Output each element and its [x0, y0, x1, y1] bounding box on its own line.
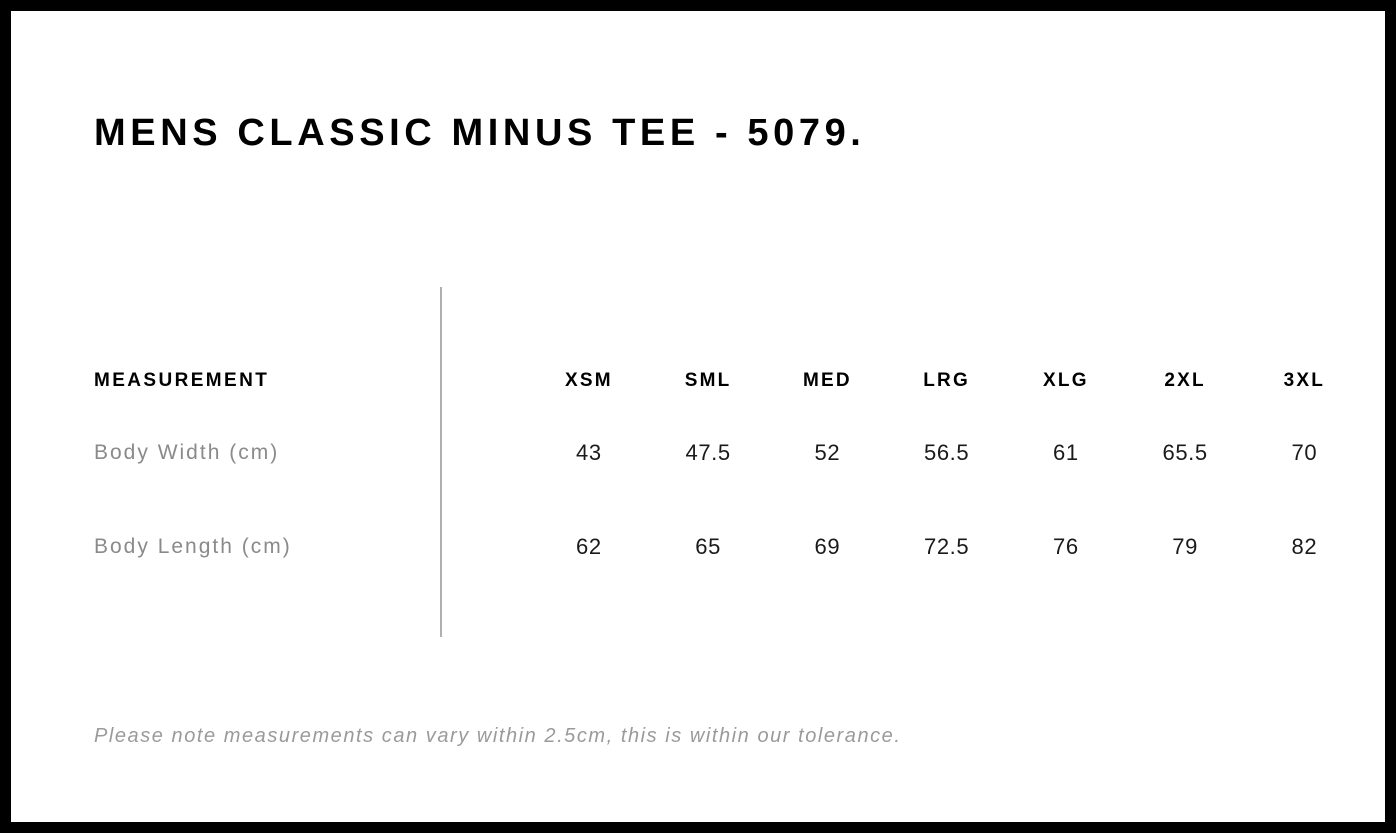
size-table-head: MEASUREMENT XSM SML MED LRG XL: [94, 356, 1364, 406]
cell-body-width-xsm: 43: [529, 406, 648, 500]
value-body-width-xsm: 43: [576, 440, 602, 465]
size-header-label-3xl: 3XL: [1283, 370, 1326, 391]
cell-body-width-2xl: 65.5: [1125, 406, 1244, 500]
size-table-body: Body Width (cm) 43 47.5 52 56.5: [94, 406, 1364, 594]
size-header-label-xlg: XLG: [1043, 370, 1089, 391]
row-label-cell-body-length: Body Length (cm): [94, 500, 529, 594]
measurement-header-label: MEASUREMENT: [94, 370, 270, 391]
value-body-length-2xl: 79: [1172, 534, 1198, 559]
size-header-label-lrg: LRG: [923, 370, 970, 391]
header-cell-lrg: LRG: [887, 356, 1006, 406]
value-body-width-sml: 47.5: [685, 440, 731, 465]
row-label-body-length: Body Length (cm): [94, 535, 292, 558]
value-body-length-med: 69: [814, 534, 841, 559]
table-vertical-divider: [440, 287, 442, 637]
table-row: Body Width (cm) 43 47.5 52 56.5: [94, 406, 1364, 500]
cell-body-length-3xl: 82: [1245, 500, 1364, 594]
cell-body-length-med: 69: [768, 500, 887, 594]
header-cell-3xl: 3XL: [1245, 356, 1364, 406]
row-label-cell-body-width: Body Width (cm): [94, 406, 529, 500]
cell-body-length-xlg: 76: [1006, 500, 1125, 594]
size-header-label-xsm: XSM: [564, 370, 613, 391]
table-header-row: MEASUREMENT XSM SML MED LRG XL: [94, 356, 1364, 406]
value-body-width-2xl: 65.5: [1162, 440, 1208, 465]
cell-body-width-lrg: 56.5: [887, 406, 1006, 500]
value-body-width-lrg: 56.5: [924, 440, 970, 465]
value-body-width-3xl: 70: [1291, 440, 1318, 465]
value-body-length-xsm: 62: [576, 534, 602, 559]
header-cell-sml: SML: [648, 356, 767, 406]
header-cell-med: MED: [768, 356, 887, 406]
cell-body-length-xsm: 62: [529, 500, 648, 594]
tolerance-footnote: Please note measurements can vary within…: [94, 725, 902, 747]
cell-body-width-med: 52: [768, 406, 887, 500]
page-title: MENS CLASSIC MINUS TEE - 5079.: [94, 112, 866, 154]
header-cell-2xl: 2XL: [1125, 356, 1244, 406]
cell-body-length-lrg: 72.5: [887, 500, 1006, 594]
row-label-body-width: Body Width (cm): [94, 441, 280, 464]
cell-body-width-sml: 47.5: [648, 406, 767, 500]
value-body-length-xlg: 76: [1053, 534, 1079, 559]
card-inner: MENS CLASSIC MINUS TEE - 5079. MEASUREME…: [11, 11, 1385, 822]
size-header-label-2xl: 2XL: [1164, 370, 1206, 391]
header-cell-xlg: XLG: [1006, 356, 1125, 406]
size-header-label-med: MED: [802, 370, 852, 391]
value-body-width-med: 52: [814, 440, 841, 465]
value-body-length-lrg: 72.5: [924, 534, 970, 559]
size-table: MEASUREMENT XSM SML MED LRG XL: [94, 356, 1364, 594]
value-body-length-3xl: 82: [1291, 534, 1318, 559]
cell-body-width-3xl: 70: [1245, 406, 1364, 500]
value-body-length-sml: 65: [695, 534, 721, 559]
header-cell-measurement: MEASUREMENT: [94, 356, 529, 406]
cell-body-length-sml: 65: [648, 500, 767, 594]
size-header-label-sml: SML: [684, 370, 732, 391]
value-body-width-xlg: 61: [1053, 440, 1079, 465]
header-cell-xsm: XSM: [529, 356, 648, 406]
table-row: Body Length (cm) 62 65 69 72.5: [94, 500, 1364, 594]
cell-body-length-2xl: 79: [1125, 500, 1244, 594]
cell-body-width-xlg: 61: [1006, 406, 1125, 500]
